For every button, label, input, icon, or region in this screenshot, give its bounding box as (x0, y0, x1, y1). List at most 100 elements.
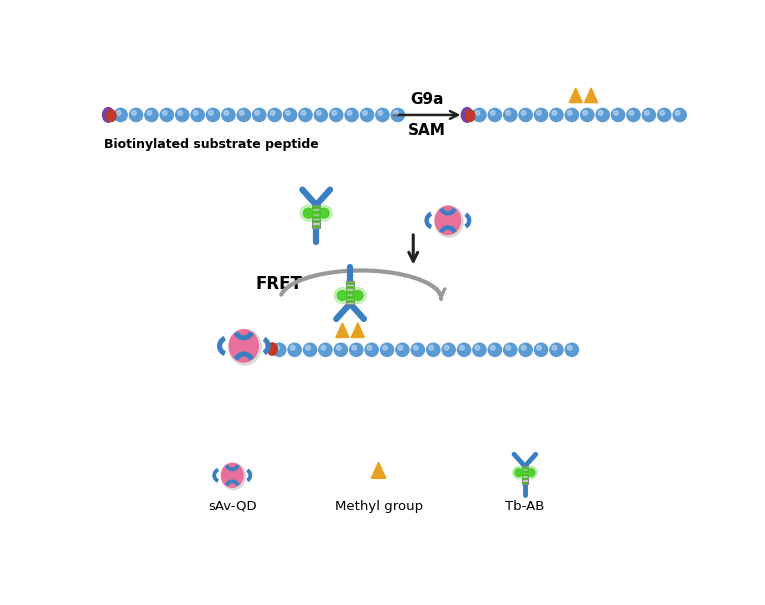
Circle shape (379, 342, 395, 357)
Ellipse shape (107, 110, 116, 122)
Circle shape (752, 111, 757, 115)
Circle shape (236, 108, 251, 122)
Circle shape (515, 469, 522, 477)
Circle shape (527, 469, 535, 477)
Circle shape (321, 345, 326, 350)
Circle shape (519, 108, 533, 122)
Ellipse shape (229, 329, 261, 365)
FancyBboxPatch shape (312, 205, 320, 228)
Circle shape (303, 342, 317, 357)
Circle shape (301, 205, 317, 221)
Circle shape (672, 108, 687, 122)
Circle shape (304, 208, 314, 218)
Circle shape (568, 345, 572, 350)
Text: Biotinylated substrate peptide: Biotinylated substrate peptide (104, 138, 318, 151)
Circle shape (487, 108, 502, 122)
Polygon shape (371, 462, 386, 479)
Circle shape (306, 345, 311, 350)
Ellipse shape (230, 330, 259, 362)
Circle shape (737, 111, 741, 115)
Circle shape (583, 111, 588, 115)
Circle shape (525, 466, 537, 479)
Circle shape (460, 345, 464, 350)
Circle shape (378, 111, 382, 115)
Circle shape (475, 111, 480, 115)
Circle shape (565, 342, 579, 357)
Circle shape (129, 108, 143, 122)
Circle shape (706, 111, 711, 115)
Circle shape (364, 342, 379, 357)
Circle shape (503, 108, 518, 122)
Circle shape (534, 342, 549, 357)
Ellipse shape (461, 108, 473, 122)
Circle shape (360, 108, 374, 122)
Circle shape (703, 108, 718, 122)
Circle shape (734, 108, 749, 122)
Ellipse shape (466, 110, 475, 122)
Circle shape (132, 111, 136, 115)
Circle shape (644, 111, 649, 115)
Circle shape (552, 111, 557, 115)
Ellipse shape (267, 343, 278, 355)
Circle shape (221, 108, 236, 122)
Circle shape (626, 108, 641, 122)
Text: Tb-AB: Tb-AB (505, 500, 545, 512)
Circle shape (393, 111, 398, 115)
Circle shape (521, 345, 526, 350)
Circle shape (472, 108, 487, 122)
Circle shape (660, 111, 665, 115)
Circle shape (580, 108, 594, 122)
Circle shape (144, 108, 159, 122)
Circle shape (413, 345, 418, 350)
Circle shape (344, 108, 359, 122)
Ellipse shape (221, 463, 246, 489)
Circle shape (363, 111, 367, 115)
Circle shape (411, 342, 425, 357)
Circle shape (314, 108, 328, 122)
Circle shape (398, 345, 402, 350)
Circle shape (429, 345, 434, 350)
Circle shape (513, 466, 525, 479)
Circle shape (534, 108, 549, 122)
Circle shape (334, 287, 350, 304)
Circle shape (375, 108, 389, 122)
Circle shape (598, 111, 603, 115)
Circle shape (319, 208, 329, 218)
Circle shape (224, 111, 229, 115)
Circle shape (718, 108, 733, 122)
Polygon shape (351, 323, 364, 338)
Circle shape (190, 108, 205, 122)
Circle shape (239, 111, 244, 115)
Circle shape (270, 111, 275, 115)
Circle shape (688, 108, 702, 122)
Circle shape (475, 345, 480, 350)
Text: sAv-QD: sAv-QD (208, 500, 256, 512)
Polygon shape (584, 88, 597, 103)
Circle shape (568, 111, 572, 115)
Circle shape (691, 111, 695, 115)
Circle shape (457, 342, 471, 357)
Circle shape (116, 111, 121, 115)
Circle shape (347, 111, 352, 115)
Circle shape (490, 345, 495, 350)
Ellipse shape (222, 463, 243, 487)
Text: G9a: G9a (410, 92, 444, 107)
Circle shape (175, 108, 190, 122)
Polygon shape (336, 323, 349, 338)
Circle shape (298, 108, 313, 122)
Circle shape (750, 108, 764, 122)
Circle shape (472, 342, 487, 357)
Circle shape (519, 342, 533, 357)
Circle shape (487, 342, 502, 357)
Circle shape (177, 111, 183, 115)
Circle shape (317, 111, 321, 115)
Circle shape (316, 205, 332, 221)
Circle shape (657, 108, 672, 122)
Circle shape (441, 342, 456, 357)
Circle shape (332, 111, 337, 115)
Circle shape (206, 108, 220, 122)
Circle shape (255, 111, 259, 115)
Circle shape (537, 345, 542, 350)
Circle shape (426, 342, 441, 357)
Circle shape (537, 111, 542, 115)
